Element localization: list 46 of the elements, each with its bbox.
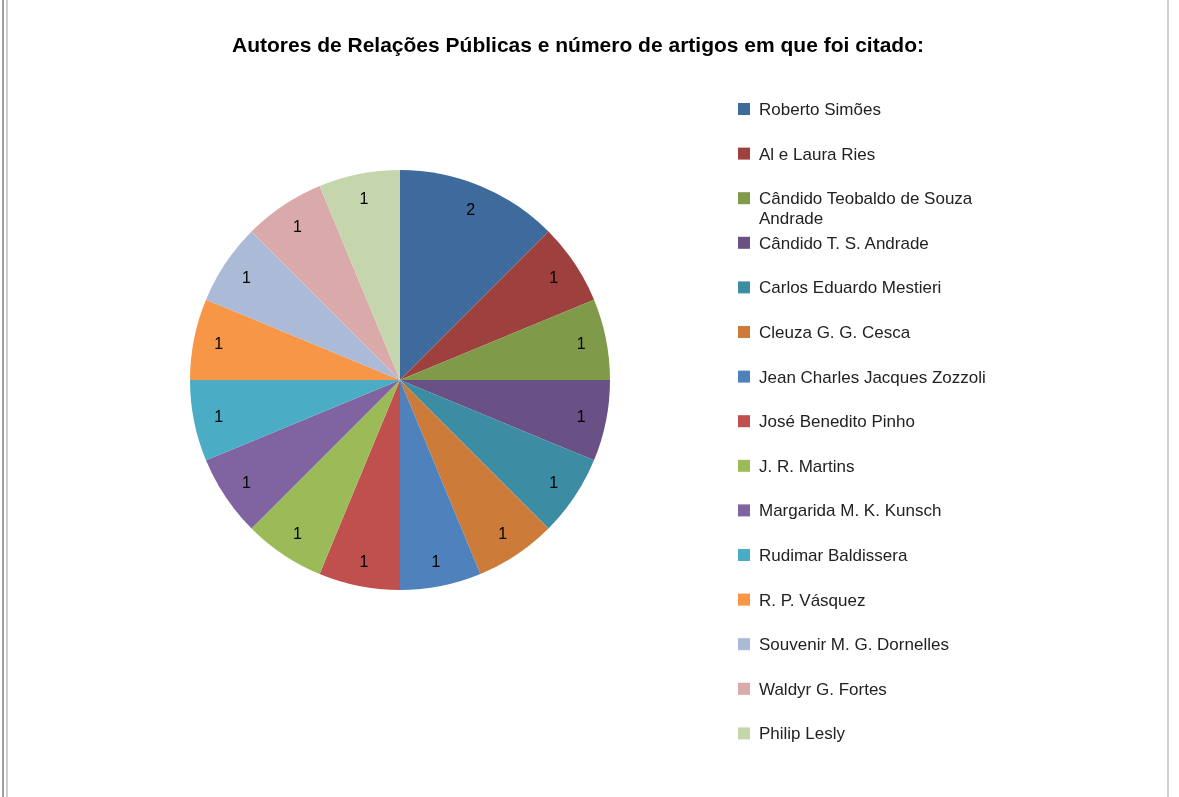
legend-label: Margarida M. K. Kunsch [759,500,942,520]
data-label: 1 [576,407,586,425]
data-label: 1 [214,407,224,425]
legend-label: Rudimar Baldissera [759,545,908,565]
pie-slice [400,380,481,590]
pie-slice [190,380,400,461]
pie-slice [400,380,610,461]
chart-title: Autores de Relações Públicas e número de artigos em que foi citado: [231,33,925,56]
legend-label: Waldyr G. Fortes [759,679,887,699]
data-label: 1 [359,190,369,208]
legend-label: Cândido T. S. Andrade [759,233,929,253]
legend-label: Cândido Teobaldo de Souza Andrade [759,188,973,228]
pie-slice [205,231,400,380]
data-label: 1 [241,474,251,492]
pie-slice [400,170,549,380]
pie-slice [205,380,400,529]
data-label: 1 [241,268,251,286]
pie-slice [319,170,400,380]
legend-label: José Benedito Pinho [759,411,915,431]
pie-slice [190,299,400,380]
data-label: 1 [549,268,559,286]
pie-slice [400,380,595,529]
pie-slice [319,380,400,590]
pie-slice [251,380,400,575]
data-label: 1 [292,525,302,543]
data-label: 1 [214,335,224,353]
legend-label: Jean Charles Jacques Zozzoli [759,367,986,387]
pie-slice [400,299,610,380]
data-label: 1 [431,552,441,570]
data-label: 1 [576,335,586,353]
data-label: 1 [498,525,508,543]
legend-label: R. P. Vásquez [759,590,866,610]
data-label: 2 [466,200,476,218]
pie-slice [400,231,595,380]
legend-label: J. R. Martins [759,456,855,476]
pie-slice [400,380,549,575]
legend-label: Souvenir M. G. Dornelles [759,634,949,654]
legend-label: Al e Laura Ries [759,144,876,164]
legend-label: Philip Lesly [759,723,846,743]
legend-label: Carlos Eduardo Mestieri [759,277,942,297]
pie-slice [251,185,400,380]
legend-label: Roberto Simões [759,99,881,119]
data-label: 1 [359,552,369,570]
data-label: 1 [549,474,559,492]
data-label: 1 [292,217,302,235]
legend-label: Cleuza G. G. Cesca [759,322,911,342]
